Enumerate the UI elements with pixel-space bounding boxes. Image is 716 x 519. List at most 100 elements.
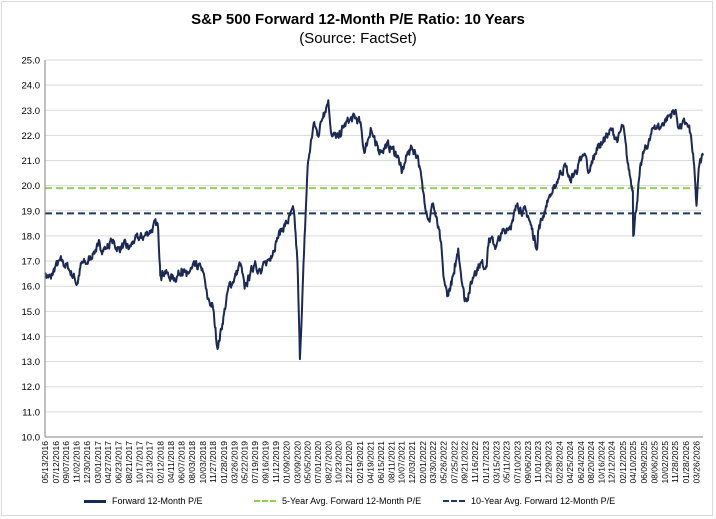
x-tick-label: 03/26/2019: [229, 441, 239, 484]
x-tick-label: 11/28/2025: [670, 441, 680, 483]
pe-series: [44, 99, 704, 361]
x-tick-label: 11/02/2016: [71, 441, 81, 483]
x-tick-label: 05/22/2019: [240, 441, 250, 484]
legend-label-pe: Forward 12-Month P/E: [112, 496, 203, 506]
average-lines: [45, 187, 703, 215]
x-tick-label: 09/16/2019: [261, 441, 271, 484]
x-tick-label: 01/28/2019: [219, 441, 229, 484]
x-tick-label: 05/11/2023: [502, 441, 512, 483]
x-tick-label: 08/03/2018: [187, 441, 197, 484]
y-tick-label: 13.0: [22, 357, 41, 368]
legend-item-10yr-avg: 10-Year Avg. Forward 12-Month P/E: [443, 496, 615, 506]
x-tick-label: 08/27/2020: [323, 441, 333, 484]
x-tick-label: 10/02/2025: [660, 441, 670, 484]
x-tick-label: 10/17/2017: [134, 441, 144, 484]
legend: Forward 12-Month P/E 5-Year Avg. Forward…: [0, 496, 716, 512]
x-tick-label: 11/27/2018: [208, 441, 218, 483]
x-tick-label: 02/12/2025: [618, 441, 628, 484]
legend-swatch-10yr-avg: [443, 500, 465, 502]
legend-label-5yr-avg: 5-Year Avg. Forward 12-Month P/E: [282, 496, 422, 506]
x-tick-label: 10/07/2021: [397, 441, 407, 484]
x-tick-label: 05/26/2022: [438, 441, 448, 484]
x-tick-label: 07/01/2020: [313, 441, 323, 484]
x-tick-label: 07/10/2023: [513, 441, 523, 484]
x-tick-label: 02/12/2018: [156, 441, 166, 484]
forward-pe-line: [44, 99, 704, 361]
x-axis-labels: 05/13/2016 07/12/2016 09/07/2016 11/02/2016…: [40, 441, 701, 484]
y-tick-label: 23.0: [22, 106, 41, 117]
chart-header: S&P 500 Forward 12-Month P/E Ratio: 10 Y…: [0, 10, 716, 48]
x-tick-label: 04/10/2025: [628, 441, 638, 484]
x-tick-label: 08/06/2025: [650, 441, 660, 484]
y-tick-label: 18.0: [22, 231, 41, 242]
x-tick-label: 03/09/2020: [292, 441, 302, 484]
x-tick-label: 09/07/2016: [61, 441, 71, 484]
y-tick-label: 17.0: [22, 257, 41, 268]
y-tick-label: 20.0: [22, 181, 41, 192]
x-tick-label: 08/21/2017: [124, 441, 134, 484]
x-tick-label: 02/28/2024: [555, 441, 565, 484]
y-tick-label: 24.0: [22, 81, 41, 92]
x-tick-label: 11/12/2019: [271, 441, 281, 483]
chart-title: S&P 500 Forward 12-Month P/E Ratio: 10 Y…: [191, 11, 525, 28]
y-tick-label: 22.0: [22, 131, 41, 142]
y-tick-label: 16.0: [22, 282, 41, 293]
x-tick-label: 04/25/2024: [565, 441, 575, 484]
x-tick-label: 01/09/2020: [282, 441, 292, 484]
chart-subtitle: (Source: FactSet): [299, 30, 417, 47]
y-tick-label: 12.0: [22, 382, 41, 393]
legend-label-10yr-avg: 10-Year Avg. Forward 12-Month P/E: [471, 496, 616, 506]
x-tick-label: 06/09/2025: [639, 441, 649, 484]
y-tick-label: 10.0: [22, 433, 41, 444]
y-tick-label: 14.0: [22, 332, 41, 343]
x-tick-label: 03/26/2026: [691, 441, 701, 484]
y-tick-label: 11.0: [22, 407, 40, 418]
x-tick-label: 06/15/2021: [376, 441, 386, 484]
x-tick-label: 09/06/2023: [523, 441, 533, 484]
gridlines: [45, 59, 703, 438]
y-axis-labels: 10.0 11.0 12.0 13.0 14.0 15.0 16.0 17.0 18.0 19.0…: [22, 56, 41, 444]
x-tick-label: 04/11/2018: [166, 441, 176, 483]
x-tick-label: 12/12/2024: [607, 441, 617, 484]
legend-swatch-pe: [84, 499, 106, 503]
axes: [44, 60, 703, 438]
x-tick-label: 10/03/2018: [198, 441, 208, 484]
x-tick-label: 08/20/2024: [586, 441, 596, 484]
legend-item-pe: Forward 12-Month P/E: [84, 496, 203, 506]
x-tick-label: 10/23/2020: [334, 441, 344, 484]
x-tick-label: 01/17/2023: [481, 441, 491, 484]
x-tick-label: 02/01/2022: [418, 441, 428, 484]
x-tick-label: 02/19/2021: [355, 441, 365, 484]
x-tick-label: 05/13/2016: [40, 441, 50, 484]
x-tick-label: 12/13/2017: [145, 441, 155, 484]
x-tick-label: 07/25/2022: [449, 441, 459, 484]
x-tick-label: 03/30/2022: [428, 441, 438, 484]
legend-swatch-5yr-avg: [254, 500, 276, 502]
x-tick-label: 12/21/2020: [344, 441, 354, 484]
y-tick-label: 19.0: [22, 206, 41, 217]
x-tick-label: 11/01/2023: [533, 441, 543, 483]
x-tick-label: 03/15/2023: [491, 441, 501, 484]
legend-item-5yr-avg: 5-Year Avg. Forward 12-Month P/E: [254, 496, 421, 506]
x-tick-label: 04/19/2021: [366, 441, 376, 484]
x-tick-label: 06/23/2017: [113, 441, 123, 484]
x-tick-label: 03/01/2017: [93, 441, 103, 484]
x-tick-label: 06/24/2024: [576, 441, 586, 484]
x-tick-label: 08/11/2021: [386, 441, 396, 483]
y-tick-label: 25.0: [22, 56, 41, 67]
x-tick-label: 11/16/2022: [470, 441, 480, 483]
x-tick-label: 07/19/2019: [250, 441, 260, 484]
x-tick-label: 12/03/2021: [407, 441, 417, 484]
x-tick-label: 07/12/2016: [51, 441, 61, 484]
y-tick-label: 21.0: [22, 156, 41, 167]
x-tick-label: 06/07/2018: [176, 441, 186, 484]
x-tick-label: 12/29/2023: [544, 441, 554, 484]
x-tick-label: 12/30/2016: [82, 441, 92, 484]
x-tick-label: 10/16/2024: [596, 441, 606, 484]
x-tick-label: 09/21/2022: [460, 441, 470, 484]
x-tick-label: 05/05/2020: [303, 441, 313, 484]
x-tick-label: 01/28/2026: [681, 441, 691, 484]
y-tick-label: 15.0: [22, 307, 41, 318]
